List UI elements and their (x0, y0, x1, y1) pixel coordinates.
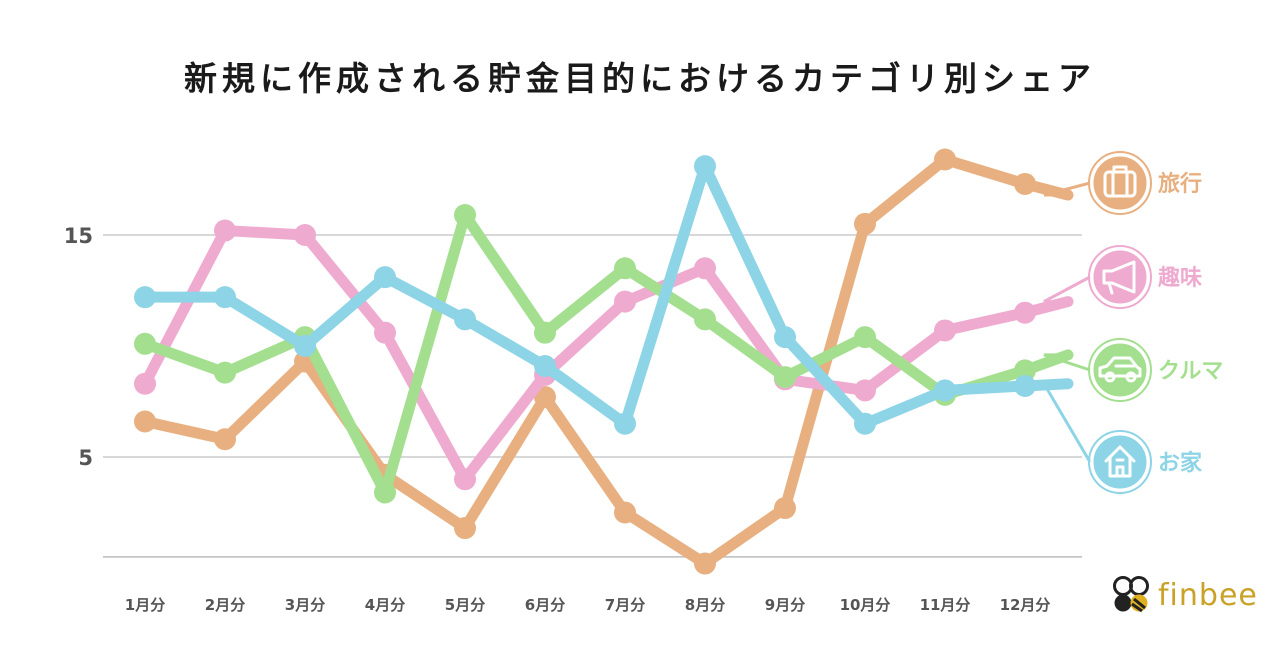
series-line (139, 225, 1074, 485)
data-point (214, 286, 236, 309)
series-line (139, 154, 1074, 570)
series-group (134, 148, 1074, 575)
data-point (534, 354, 556, 377)
legend-item-4: お家 (1041, 382, 1203, 494)
data-point (214, 361, 236, 384)
legend-badge-ring (1088, 338, 1152, 402)
legend-item-2: 趣味 (1043, 245, 1202, 309)
data-point (454, 308, 476, 331)
data-point (614, 257, 636, 280)
x-tick-label: 10月分 (840, 596, 891, 614)
data-point (134, 410, 156, 433)
legend-badge (1090, 153, 1150, 213)
series-3 (134, 204, 1074, 504)
legend-badge-ring (1088, 430, 1152, 494)
data-point (614, 412, 636, 435)
legend-badge (1090, 247, 1150, 307)
data-point (134, 332, 156, 355)
megaphone-icon (1102, 260, 1136, 295)
legend-connector (1041, 382, 1092, 463)
data-point (374, 481, 396, 504)
x-tick-label: 1月分 (125, 596, 165, 614)
data-point (374, 321, 396, 344)
y-tick-label: 15 (64, 224, 93, 248)
data-point (134, 286, 156, 309)
data-point (454, 517, 476, 540)
data-point (134, 372, 156, 395)
y-tick-label: 5 (78, 446, 93, 470)
x-tick-label: 12月分 (1000, 596, 1051, 614)
data-point (774, 366, 796, 389)
data-point (614, 501, 636, 524)
legend-connector (1043, 181, 1091, 197)
legend-badge (1090, 432, 1150, 492)
data-point (534, 386, 556, 409)
legend-label: 趣味 (1157, 265, 1202, 291)
data-point (694, 155, 716, 178)
data-point (214, 219, 236, 242)
data-point (854, 326, 876, 349)
legend-badge-ring (1088, 245, 1152, 309)
x-tick-label: 5月分 (445, 596, 485, 614)
data-point (534, 321, 556, 344)
chart-title: 新規に作成される貯金目的におけるカテゴリ別シェア (184, 59, 1096, 98)
car-icon (1098, 356, 1142, 383)
legend-label: クルマ (1158, 359, 1223, 384)
x-axis-ticks: 1月分 2月分 3月分 4月分 5月分 6月分 7月分 8月分 9月分 10月分 11月分 12月分 (125, 596, 1051, 614)
data-point (1014, 374, 1036, 397)
legend-badge-ring (1088, 151, 1152, 215)
data-point (294, 224, 316, 246)
data-point (694, 257, 716, 280)
data-point (694, 308, 716, 331)
series-line (139, 209, 1074, 499)
data-point (934, 319, 956, 342)
x-tick-label: 8月分 (685, 596, 725, 614)
data-point (294, 335, 316, 357)
x-tick-label: 6月分 (525, 596, 565, 614)
legend-label: 旅行 (1158, 171, 1202, 197)
data-point (934, 379, 956, 402)
data-point (774, 326, 796, 349)
data-point (1014, 301, 1036, 324)
x-tick-label: 7月分 (605, 596, 645, 614)
logo-text: finbee (1158, 577, 1258, 613)
finbee-logo: finbee (1112, 575, 1258, 615)
legend-item-1: 旅行 (1043, 151, 1202, 215)
data-point (934, 148, 956, 171)
data-point (614, 290, 636, 313)
data-point (774, 497, 796, 520)
data-point (454, 468, 476, 491)
legend-badge (1090, 340, 1150, 400)
house-icon (1104, 445, 1136, 478)
series-4 (134, 155, 1074, 435)
series-2 (134, 219, 1074, 491)
x-tick-label: 11月分 (920, 596, 971, 614)
data-point (214, 428, 236, 451)
legend-connector (1043, 275, 1091, 304)
y-axis-ticks: 5 15 (64, 224, 93, 470)
data-point (694, 552, 716, 575)
data-point (854, 212, 876, 235)
data-point (374, 266, 396, 289)
bee-icon (1113, 576, 1149, 613)
x-tick-label: 2月分 (205, 596, 245, 614)
data-point (854, 412, 876, 435)
legend-item-3: クルマ (1043, 338, 1223, 402)
series-1 (134, 148, 1074, 575)
x-tick-label: 3月分 (285, 596, 325, 614)
data-point (854, 379, 876, 402)
legend-label: お家 (1158, 450, 1203, 476)
legend-connector (1043, 353, 1091, 372)
suitcase-icon (1103, 165, 1137, 198)
data-point (454, 204, 476, 227)
data-point (1014, 359, 1036, 382)
x-tick-label: 9月分 (765, 596, 805, 614)
data-point (1014, 172, 1036, 195)
x-tick-label: 4月分 (365, 596, 405, 614)
